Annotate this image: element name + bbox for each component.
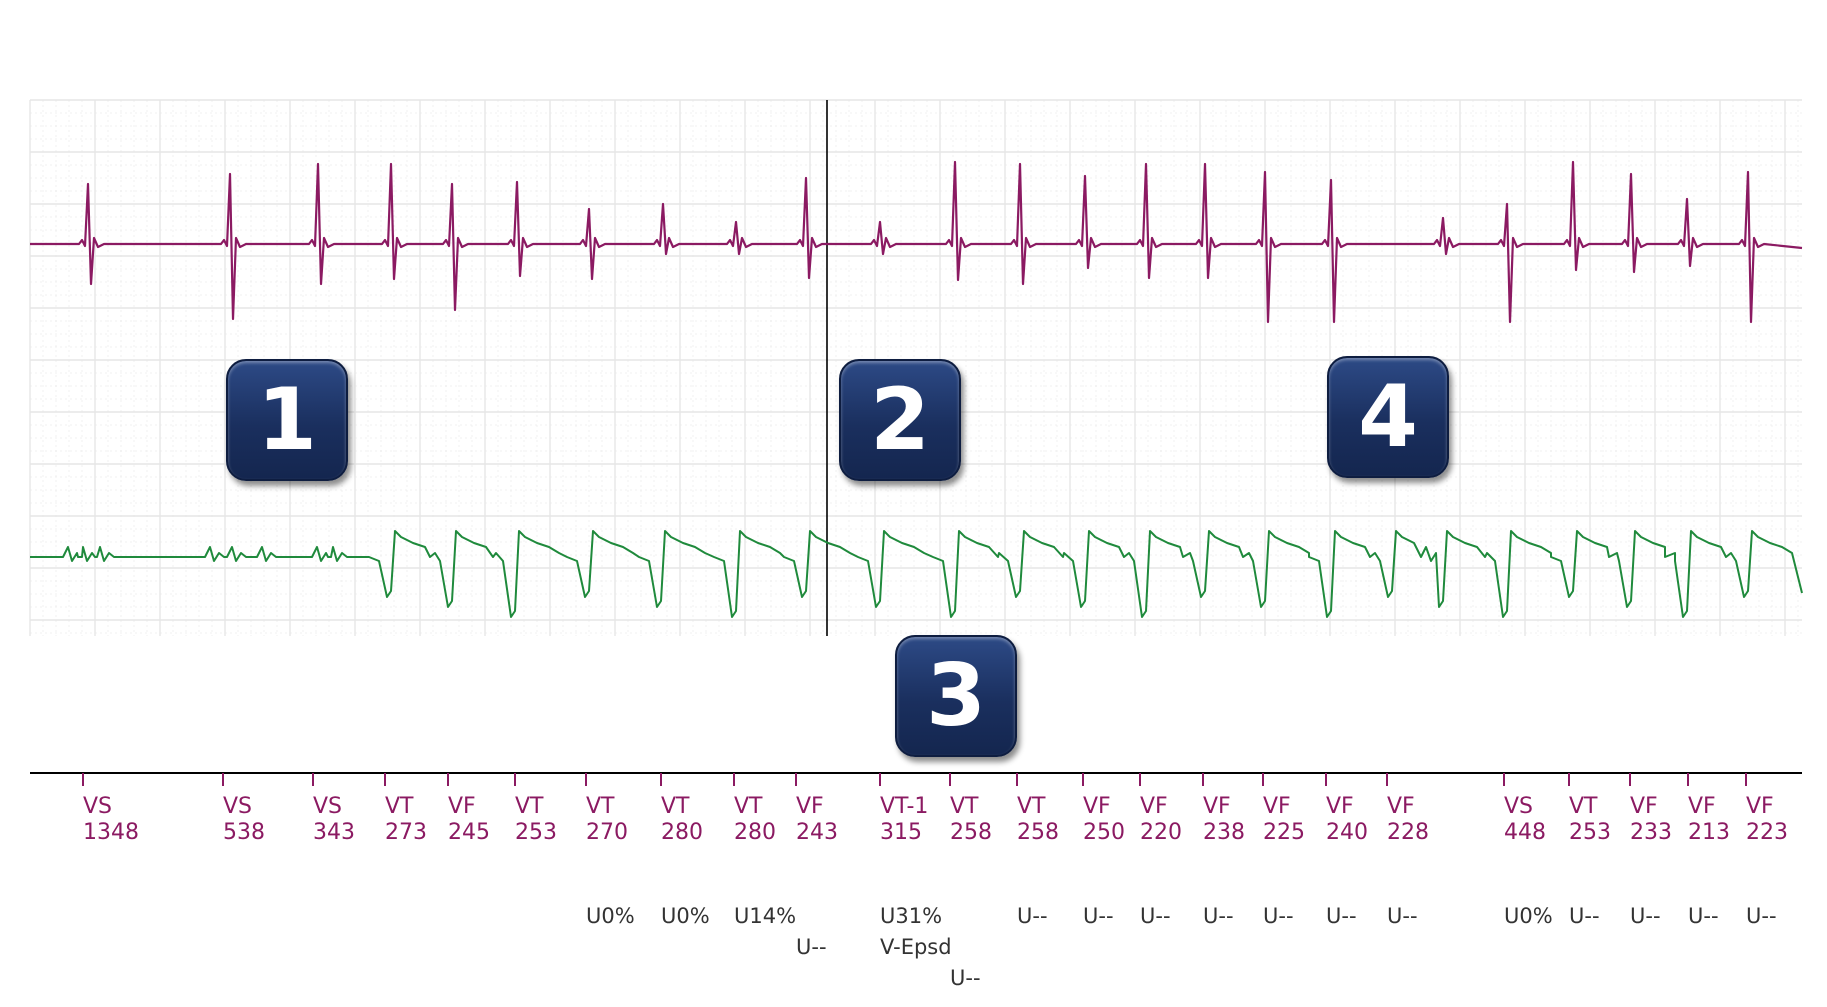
badge-1: 1 bbox=[226, 359, 348, 481]
marker-annotation: U-- bbox=[1630, 904, 1661, 928]
marker-annotation: U-- bbox=[1326, 904, 1357, 928]
marker-label: VF bbox=[1630, 794, 1658, 819]
marker-interval: 245 bbox=[448, 820, 490, 845]
marker-interval: 315 bbox=[880, 820, 922, 845]
marker-interval: 250 bbox=[1083, 820, 1125, 845]
marker-label: VF bbox=[796, 794, 824, 819]
marker-interval: 253 bbox=[515, 820, 557, 845]
marker-label: VT bbox=[661, 794, 690, 819]
marker-label: VF bbox=[448, 794, 476, 819]
marker-interval: 258 bbox=[1017, 820, 1059, 845]
marker-interval: 1348 bbox=[83, 820, 139, 845]
marker-interval: 273 bbox=[385, 820, 427, 845]
marker-annotation: V-Epsd bbox=[880, 935, 952, 959]
marker-label: VT bbox=[1017, 794, 1046, 819]
marker-channel: VS1348VS538VS343VT273VF245VT253VT270U0%V… bbox=[82, 773, 1788, 990]
marker-annotation: U-- bbox=[1203, 904, 1234, 928]
marker-interval: 213 bbox=[1688, 820, 1730, 845]
badge-4-label: 4 bbox=[1358, 367, 1418, 467]
marker-label: VF bbox=[1746, 794, 1774, 819]
marker-interval: 538 bbox=[223, 820, 265, 845]
marker-annotation: U-- bbox=[1140, 904, 1171, 928]
marker-interval: 448 bbox=[1504, 820, 1546, 845]
marker-interval: 225 bbox=[1263, 820, 1305, 845]
marker-label: VT bbox=[586, 794, 615, 819]
marker-label: VF bbox=[1688, 794, 1716, 819]
marker-interval: 243 bbox=[796, 820, 838, 845]
marker-label: VS bbox=[1504, 794, 1533, 819]
marker-interval: 253 bbox=[1569, 820, 1611, 845]
marker-annotation: U-- bbox=[950, 966, 981, 990]
badge-3: 3 bbox=[895, 635, 1017, 757]
marker-interval: 233 bbox=[1630, 820, 1672, 845]
marker-label: VF bbox=[1083, 794, 1111, 819]
marker-interval: 258 bbox=[950, 820, 992, 845]
marker-label: VT bbox=[385, 794, 414, 819]
marker-annotation: U-- bbox=[1746, 904, 1777, 928]
marker-interval: 223 bbox=[1746, 820, 1788, 845]
marker-annotation: U-- bbox=[1083, 904, 1114, 928]
marker-annotation: U-- bbox=[1569, 904, 1600, 928]
marker-label: VF bbox=[1326, 794, 1354, 819]
marker-interval: 220 bbox=[1140, 820, 1182, 845]
badge-2: 2 bbox=[839, 359, 961, 481]
marker-label: VT bbox=[734, 794, 763, 819]
marker-label: VS bbox=[313, 794, 342, 819]
marker-label: VF bbox=[1140, 794, 1168, 819]
marker-interval: 280 bbox=[661, 820, 703, 845]
ventricular-egm-trace bbox=[30, 160, 1803, 324]
marker-label: VT bbox=[515, 794, 544, 819]
badge-1-label: 1 bbox=[257, 370, 317, 470]
marker-label: VF bbox=[1387, 794, 1415, 819]
marker-annotation: U31% bbox=[880, 904, 942, 928]
marker-annotation: U-- bbox=[1017, 904, 1048, 928]
marker-label: VF bbox=[1203, 794, 1231, 819]
marker-annotation: U0% bbox=[586, 904, 635, 928]
marker-label: VT bbox=[950, 794, 979, 819]
marker-interval: 228 bbox=[1387, 820, 1429, 845]
marker-label: VT bbox=[1569, 794, 1598, 819]
atrial-egm-trace bbox=[30, 530, 1803, 618]
ecg-grid bbox=[29, 99, 1802, 636]
marker-annotation: U-- bbox=[1263, 904, 1294, 928]
marker-annotation: U-- bbox=[1387, 904, 1418, 928]
badge-4: 4 bbox=[1327, 356, 1449, 478]
badge-2-label: 2 bbox=[870, 370, 930, 470]
marker-label: VS bbox=[83, 794, 112, 819]
badge-3-label: 3 bbox=[926, 646, 986, 746]
marker-interval: 240 bbox=[1326, 820, 1368, 845]
marker-annotation: U0% bbox=[1504, 904, 1553, 928]
marker-interval: 280 bbox=[734, 820, 776, 845]
marker-interval: 343 bbox=[313, 820, 355, 845]
marker-interval: 238 bbox=[1203, 820, 1245, 845]
marker-label: VS bbox=[223, 794, 252, 819]
marker-annotation: U0% bbox=[661, 904, 710, 928]
marker-annotation: U14% bbox=[734, 904, 796, 928]
marker-label: VT-1 bbox=[880, 794, 928, 819]
marker-interval: 270 bbox=[586, 820, 628, 845]
marker-label: VF bbox=[1263, 794, 1291, 819]
marker-annotation: U-- bbox=[1688, 904, 1719, 928]
marker-annotation: U-- bbox=[796, 935, 827, 959]
